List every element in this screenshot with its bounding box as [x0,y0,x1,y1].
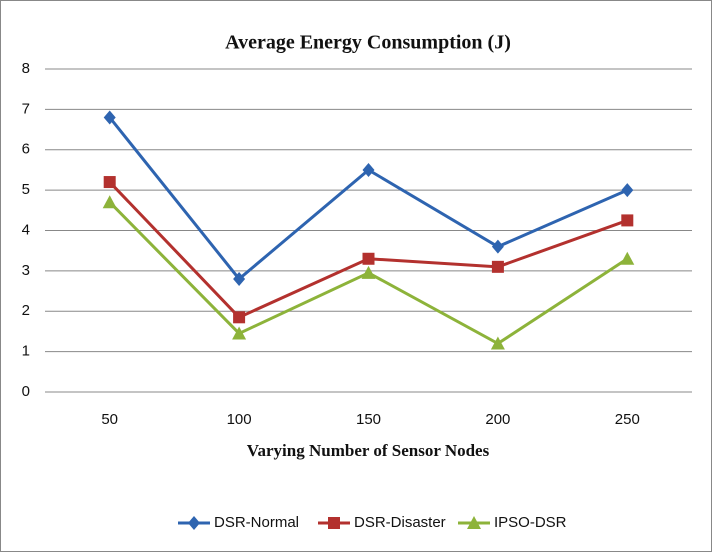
marker [232,326,247,340]
x-tick-label: 200 [485,411,510,428]
marker [233,271,246,286]
y-tick-label: 6 [22,141,30,158]
marker [233,311,246,324]
marker [328,517,340,529]
chart-title: Average Energy Consumption (J) [225,32,511,54]
marker [102,195,117,209]
y-tick-label: 0 [22,383,30,400]
x-tick-label: 100 [227,411,252,428]
legend-label: DSR-Normal [214,514,299,531]
marker [621,214,634,227]
y-tick-label: 4 [22,221,30,238]
marker [491,239,504,254]
y-tick-label: 3 [22,262,30,279]
marker [103,110,116,125]
marker [467,516,481,529]
marker [361,265,376,279]
x-tick-label: 50 [101,411,118,428]
marker [491,260,504,273]
marker [362,162,375,177]
x-tick-label: 250 [615,411,640,428]
marker [621,183,634,198]
marker [620,251,635,265]
x-axis-label: Varying Number of Sensor Nodes [247,441,490,460]
marker [362,252,375,265]
legend-label: IPSO-DSR [494,514,567,531]
x-tick-label: 150 [356,411,381,428]
y-tick-label: 2 [22,302,30,319]
y-tick-label: 1 [22,343,30,360]
y-tick-label: 5 [22,181,30,198]
marker [103,176,116,189]
y-tick-label: 7 [22,100,30,117]
marker [188,516,200,530]
marker [490,336,505,350]
y-tick-label: 8 [22,60,30,77]
legend-label: DSR-Disaster [354,514,446,531]
